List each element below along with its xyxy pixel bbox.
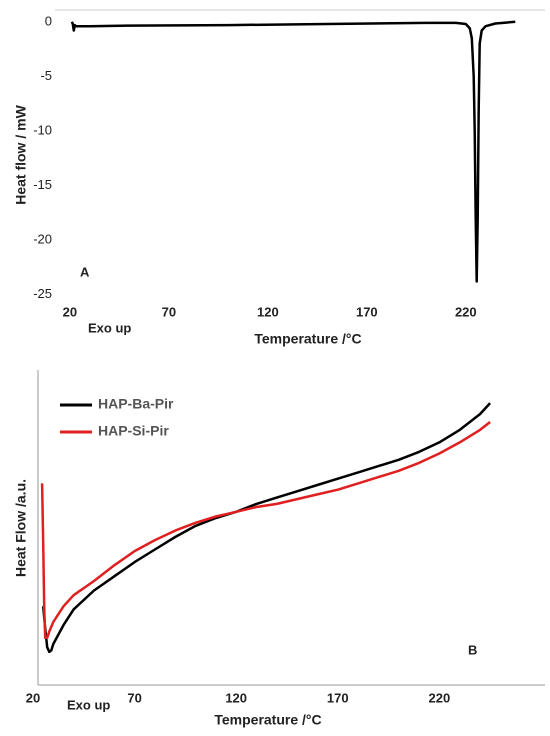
data-line	[40, 421, 491, 640]
legend-label: HAP-Ba-Pir	[98, 396, 174, 412]
legend-label: HAP-Si-Pir	[98, 423, 169, 439]
x-axis-title: Temperature /°C	[214, 712, 321, 728]
x-tick-label: 20	[26, 690, 40, 705]
annotation: A	[80, 264, 90, 279]
y-tick-label: -20	[33, 231, 52, 246]
data-line	[70, 20, 516, 283]
x-tick-label: 170	[356, 304, 378, 319]
y-axis-title: Heat Flow /a.u.	[13, 479, 29, 577]
x-tick-label: 220	[428, 690, 450, 705]
y-tick-label: 0	[45, 13, 52, 28]
y-tick-label: -10	[33, 122, 52, 137]
y-axis-title: Heat flow / mW	[13, 104, 29, 204]
y-tick-label: -5	[40, 68, 52, 83]
annotation: Exo up	[88, 320, 131, 335]
x-tick-label: 170	[327, 690, 349, 705]
y-tick-label: -25	[33, 286, 52, 301]
annotation: B	[468, 642, 477, 657]
x-tick-label: 220	[455, 304, 477, 319]
x-axis-title: Temperature /°C	[254, 331, 361, 347]
x-tick-label: 120	[257, 304, 279, 319]
x-tick-label: 120	[225, 690, 247, 705]
x-tick-label: 70	[162, 304, 176, 319]
x-tick-label: 70	[127, 690, 141, 705]
annotation: Exo up	[67, 697, 110, 712]
x-tick-label: 20	[63, 304, 77, 319]
y-tick-label: -15	[33, 177, 52, 192]
data-line	[41, 402, 492, 654]
